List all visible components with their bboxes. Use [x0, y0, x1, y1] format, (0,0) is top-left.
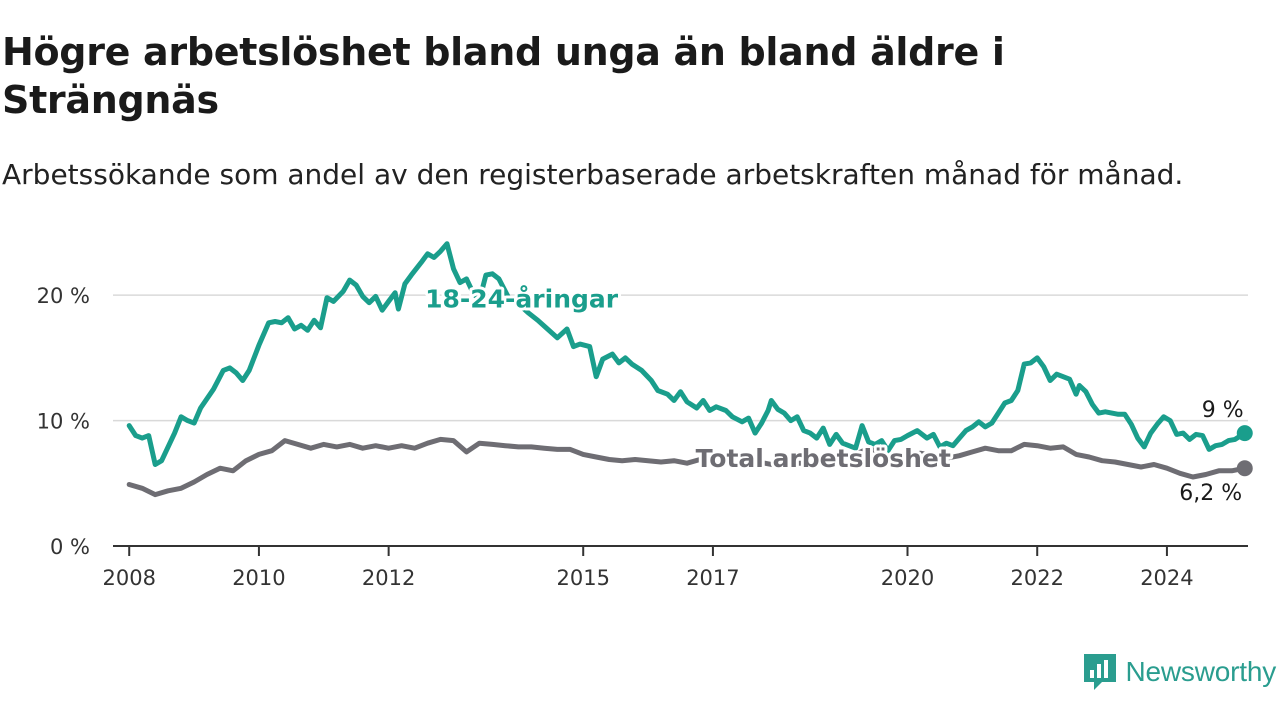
x-tick-label: 2008 [102, 566, 155, 590]
y-tick-label: 10 % [37, 410, 90, 434]
y-axis-ticks: 0 % 10 % 20 % [37, 284, 90, 559]
series-end-point-0 [1236, 425, 1253, 442]
x-tick-label: 2015 [556, 566, 609, 590]
brand-name: Newsworthy [1125, 656, 1277, 687]
x-tick-label: 2010 [232, 566, 285, 590]
y-tick-label: 0 % [50, 535, 90, 559]
x-tick-label: 2020 [881, 566, 934, 590]
newsworthy-logo-icon [1083, 654, 1116, 690]
series-label-0: 18-24-åringar [425, 285, 619, 314]
x-tick-label: 2017 [686, 566, 739, 590]
x-axis-ticks: 2008 2010 2012 2015 2017 2020 2022 2024 [102, 546, 1194, 590]
chart-subtitle: Arbetssökande som andel av den registerb… [2, 158, 1184, 191]
series-line-0 [126, 241, 1248, 467]
x-tick-label: 2022 [1010, 566, 1063, 590]
series-layer [126, 241, 1253, 498]
end-value-label-1: 6,2 % [1179, 481, 1242, 506]
gridlines [113, 294, 1248, 422]
series-labels: 18-24-åringar 9 % Total arbetslöshet 6,2 % [422, 282, 1246, 509]
end-value-label-0: 9 % [1202, 398, 1244, 423]
series-label-1: Total arbetslöshet [696, 444, 951, 473]
x-tick-label: 2012 [362, 566, 415, 590]
x-tick-label: 2024 [1140, 566, 1193, 590]
chart-title: Högre arbetslöshet bland unga än bland ä… [2, 30, 1005, 122]
series-line-1 [126, 436, 1248, 498]
y-tick-label: 20 % [37, 284, 90, 308]
series-end-point-1 [1236, 460, 1253, 477]
newsworthy-logo: Newsworthy [1082, 652, 1276, 692]
